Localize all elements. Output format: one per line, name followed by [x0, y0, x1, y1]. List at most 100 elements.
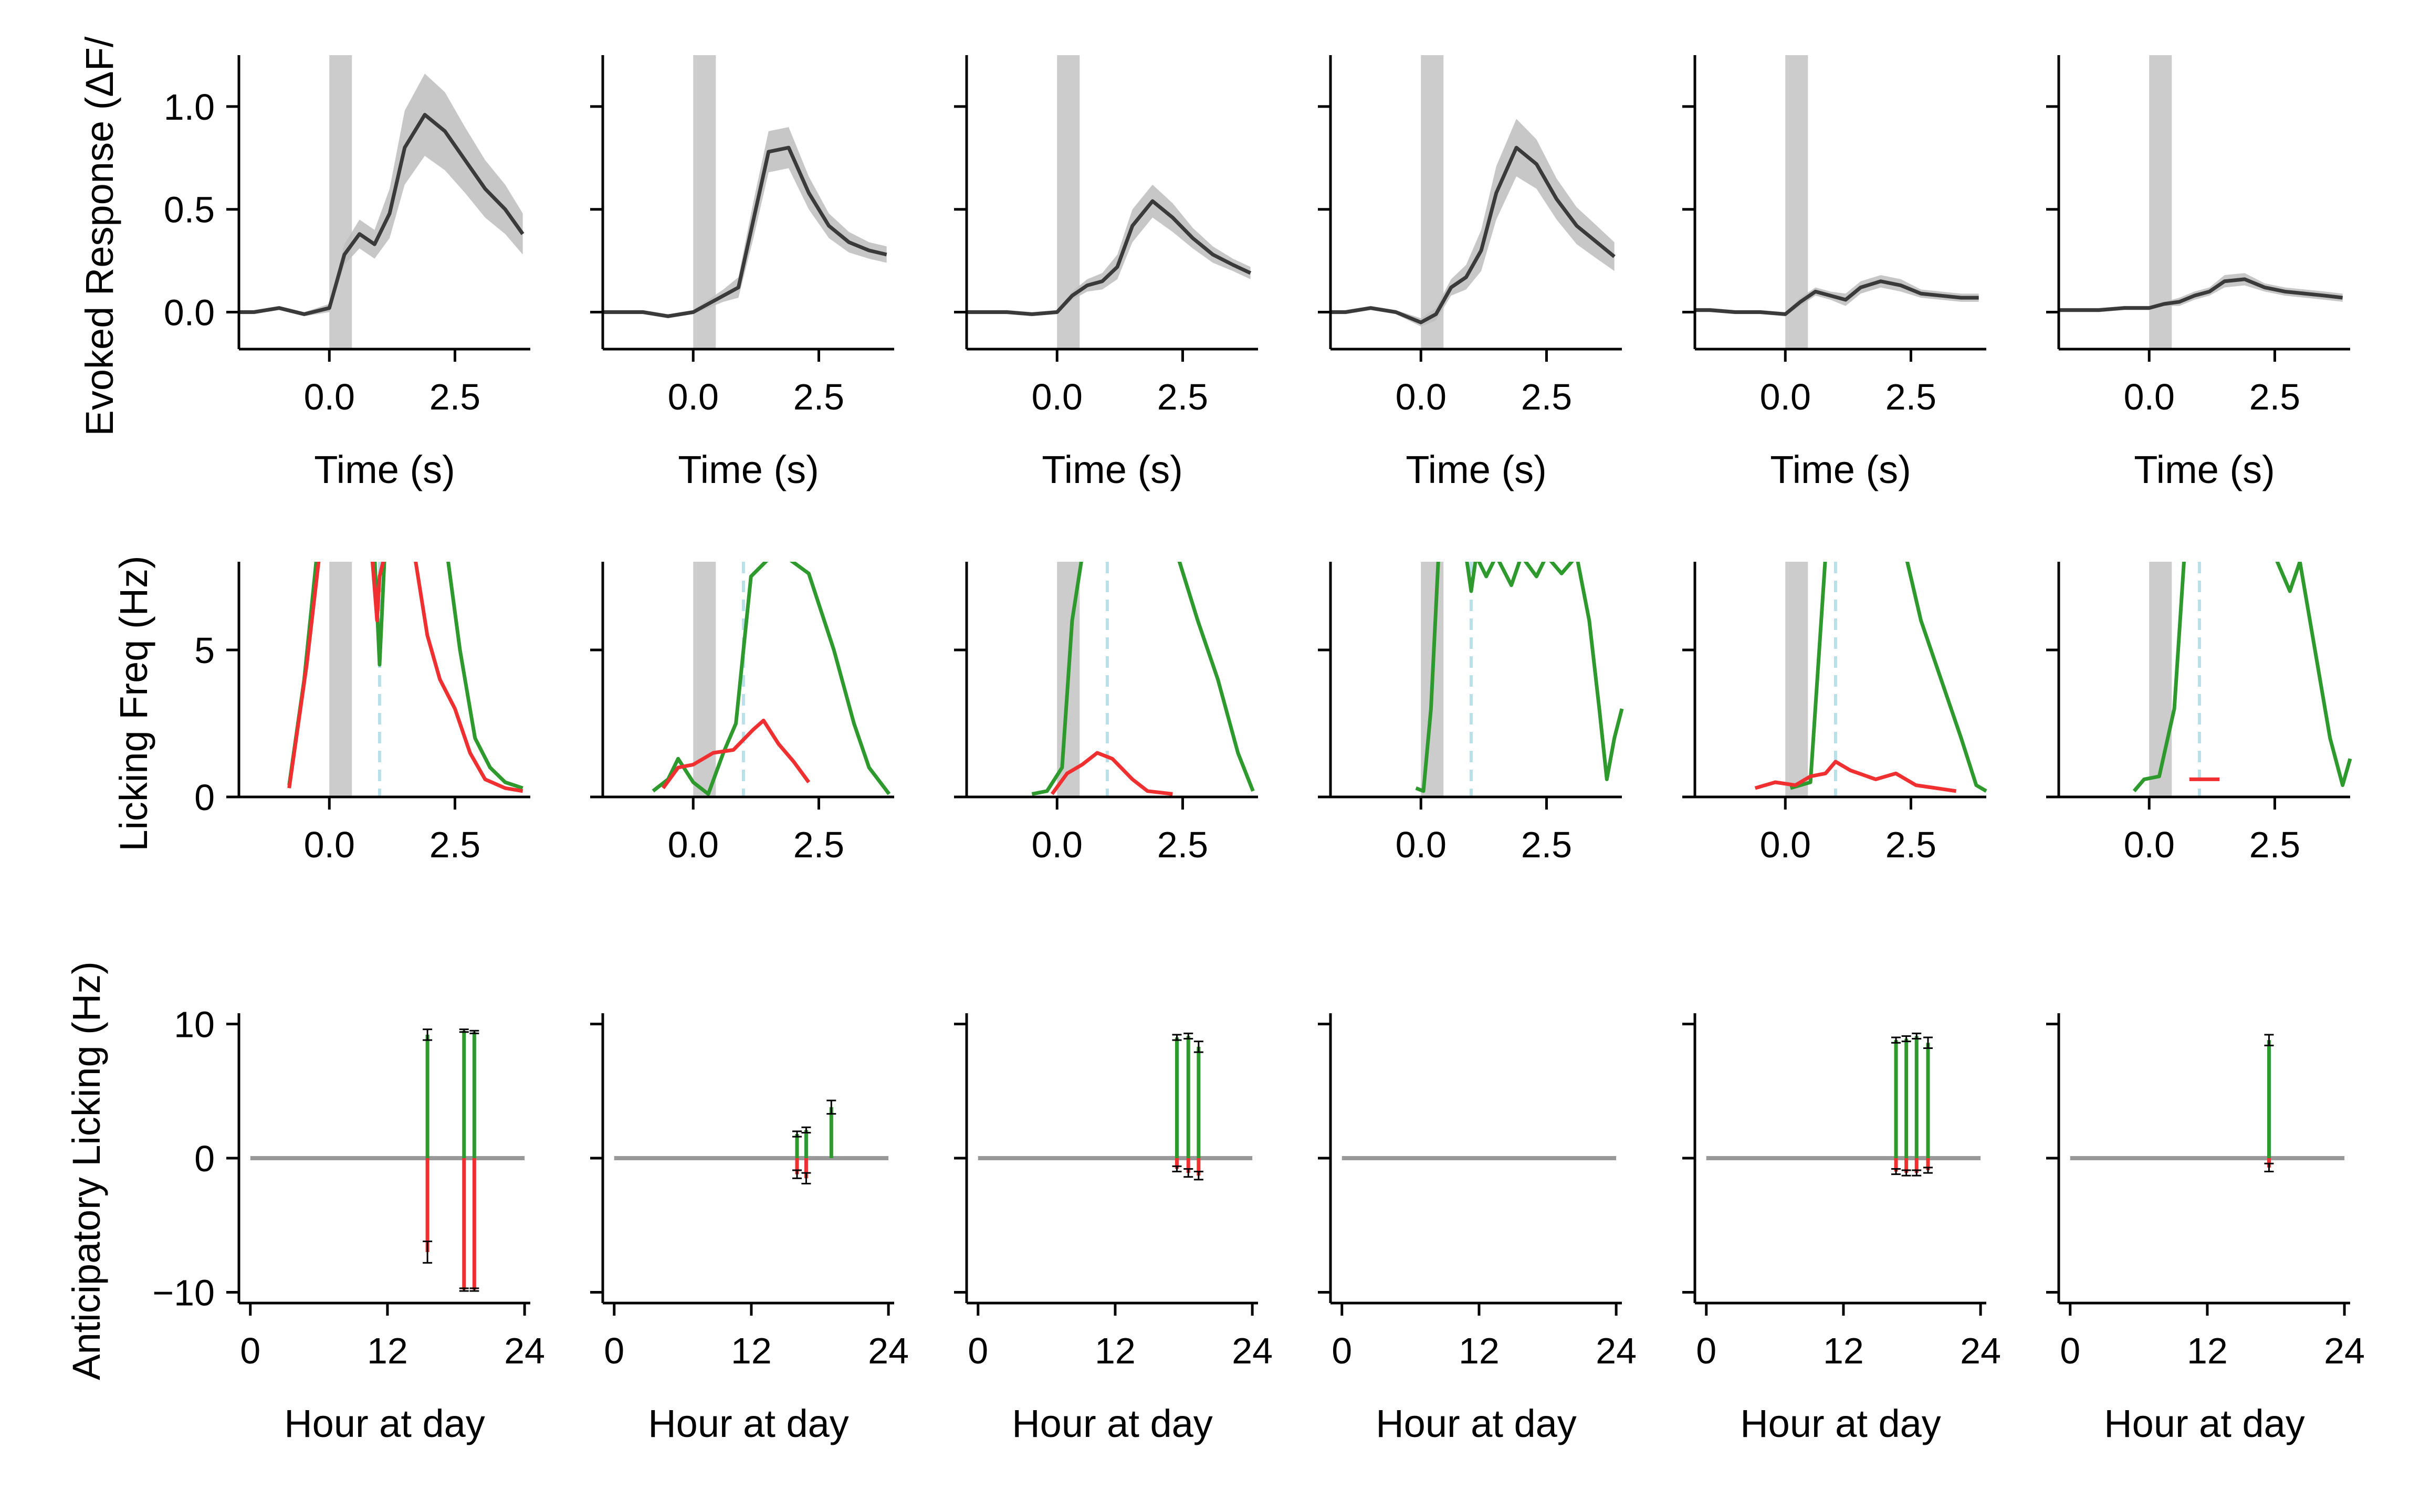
anticipatory-xlabel: Hour at day — [648, 1402, 849, 1445]
evoked-panel-4: 0.0 2.5 Time (s) — [1318, 55, 1622, 491]
licking-panel-4: 0.0 2.5 — [1318, 562, 1624, 865]
evoked-xtick-label: 0.0 — [2124, 376, 2175, 417]
evoked-panel-2: 0.0 2.5 Time (s) — [590, 55, 894, 491]
anticipatory-xlabel: Hour at day — [1012, 1402, 1213, 1445]
evoked-xtick-label: 2.5 — [1521, 376, 1572, 417]
anticipatory-panel-4: 0 12 24 Hour at day — [1318, 1013, 1637, 1445]
evoked-xlabel: Time (s) — [1406, 448, 1547, 491]
anticipatory-xlabel: Hour at day — [284, 1402, 485, 1445]
unrewarded-licking-trace — [1754, 760, 1957, 793]
unrewarded-licking-trace — [287, 562, 523, 793]
stim-window — [2149, 55, 2172, 349]
anticipatory-xtick-label: 12 — [731, 1330, 772, 1371]
licking-xtick-label: 2.5 — [2249, 824, 2300, 865]
anticipatory-xlabel: Hour at day — [1376, 1402, 1577, 1445]
rewarded-licking-trace — [1415, 562, 1624, 793]
anticipatory-xtick-label: 0 — [968, 1330, 988, 1371]
licking-ytick-label: 5 — [194, 630, 215, 671]
anticipatory-panel-6: 0 12 24 Hour at day — [2046, 1013, 2365, 1445]
stim-window — [2149, 562, 2172, 797]
licking-ytick-label: 0 — [194, 777, 215, 818]
anticipatory-xtick-label: 12 — [367, 1330, 408, 1371]
licking-xtick-label: 2.5 — [793, 824, 844, 865]
anticipatory-xlabel: Hour at day — [2104, 1402, 2305, 1445]
anticipatory-xtick-label: 24 — [868, 1330, 909, 1371]
licking-xtick-label: 2.5 — [429, 824, 480, 865]
evoked-ytick-label: 0.0 — [164, 292, 215, 333]
licking-panel-2: 0.0 2.5 — [590, 562, 894, 865]
rewarded-licking-trace — [652, 562, 891, 796]
licking-panel-3: 0.0 2.5 — [954, 562, 1258, 865]
mean-trace — [967, 199, 1252, 316]
anticipatory-xtick-label: 24 — [1960, 1330, 2001, 1371]
licking-xtick-label: 0.0 — [1760, 824, 1811, 865]
anticipatory-xlabel: Hour at day — [1740, 1402, 1941, 1445]
evoked-xtick-label: 0.0 — [1396, 376, 1447, 417]
mean-trace — [1330, 145, 1616, 324]
evoked-panel-3: 0.0 2.5 Time (s) — [954, 55, 1258, 491]
evoked-xlabel: Time (s) — [314, 448, 455, 491]
evoked-panel-1: 0.0 0.5 1.0 0.0 2.5 Time (s) — [164, 55, 530, 491]
evoked-ytick-label: 1.0 — [164, 87, 215, 128]
licking-xtick-label: 0.0 — [1396, 824, 1447, 865]
evoked-xtick-label: 0.0 — [668, 376, 719, 417]
anticipatory-ytick-label: −10 — [152, 1273, 215, 1314]
anticipatory-ytick-label: 0 — [194, 1138, 215, 1179]
row-2-ylabel: Anticipatory Licking (Hz) — [65, 961, 108, 1380]
anticipatory-panel-2: 0 12 24 Hour at day — [590, 1013, 909, 1445]
licking-xtick-label: 0.0 — [1032, 824, 1083, 865]
licking-xtick-label: 2.5 — [1521, 824, 1572, 865]
stim-window — [329, 55, 352, 349]
anticipatory-xtick-label: 12 — [2187, 1330, 2228, 1371]
licking-xtick-label: 0.0 — [668, 824, 719, 865]
licking-xtick-label: 0.0 — [2124, 824, 2175, 865]
evoked-xlabel: Time (s) — [1042, 448, 1183, 491]
anticipatory-xtick-label: 0 — [1332, 1330, 1352, 1371]
licking-xtick-label: 0.0 — [304, 824, 355, 865]
anticipatory-panel-1: −10 0 10 0 12 24 Hour at day — [152, 1004, 545, 1445]
evoked-xtick-label: 2.5 — [1885, 376, 1936, 417]
anticipatory-xtick-label: 24 — [1596, 1330, 1637, 1371]
evoked-ytick-label: 0.5 — [164, 190, 215, 230]
row-0-ylabel: Evoked Response (ΔF/ — [78, 36, 121, 436]
anticipatory-xtick-label: 0 — [1696, 1330, 1716, 1371]
sem-band — [603, 127, 887, 319]
evoked-xtick-label: 0.0 — [304, 376, 355, 417]
row-1-ylabel: Licking Freq (Hz) — [112, 555, 155, 851]
evoked-xlabel: Time (s) — [2134, 448, 2275, 491]
rewarded-licking-trace — [2132, 562, 2352, 793]
evoked-xtick-label: 2.5 — [2249, 376, 2300, 417]
panels: 0.0 0.5 1.0 0.0 2.5 Time (s) 0.0 2.5 Time (s) 0.0… — [152, 55, 2365, 1445]
anticipatory-xtick-label: 24 — [2324, 1330, 2365, 1371]
evoked-xtick-label: 2.5 — [793, 376, 844, 417]
anticipatory-xtick-label: 12 — [1823, 1330, 1864, 1371]
evoked-xtick-label: 0.0 — [1760, 376, 1811, 417]
anticipatory-xtick-label: 24 — [1232, 1330, 1273, 1371]
anticipatory-xtick-label: 24 — [504, 1330, 545, 1371]
mean-trace — [603, 145, 887, 318]
anticipatory-xtick-label: 12 — [1095, 1330, 1136, 1371]
evoked-xlabel: Time (s) — [678, 448, 819, 491]
anticipatory-ytick-label: 10 — [174, 1004, 215, 1045]
licking-xtick-label: 2.5 — [1157, 824, 1208, 865]
evoked-panel-6: 0.0 2.5 Time (s) — [2046, 55, 2350, 491]
rewarded-licking-trace — [1789, 562, 1987, 793]
licking-panel-6: 0.0 2.5 — [2046, 562, 2352, 865]
mean-trace — [239, 113, 525, 316]
evoked-xlabel: Time (s) — [1770, 448, 1911, 491]
licking-xtick-label: 2.5 — [1885, 824, 1936, 865]
anticipatory-panel-5: 0 12 24 Hour at day — [1682, 1013, 2001, 1445]
licking-panel-5: 0.0 2.5 — [1682, 562, 1987, 865]
rewarded-licking-trace — [1031, 562, 1255, 796]
sem-band — [967, 184, 1251, 317]
mean-trace — [1695, 279, 1979, 316]
evoked-panel-5: 0.0 2.5 Time (s) — [1682, 55, 1986, 491]
unrewarded-licking-trace — [662, 718, 811, 790]
stim-window — [1057, 55, 1080, 349]
anticipatory-xtick-label: 0 — [2060, 1330, 2080, 1371]
sem-band — [1330, 119, 1615, 327]
row-labels: Evoked Response (ΔF/ Licking Freq (Hz) A… — [65, 36, 155, 1380]
stim-window — [329, 562, 352, 797]
unrewarded-licking-trace — [1050, 751, 1173, 796]
